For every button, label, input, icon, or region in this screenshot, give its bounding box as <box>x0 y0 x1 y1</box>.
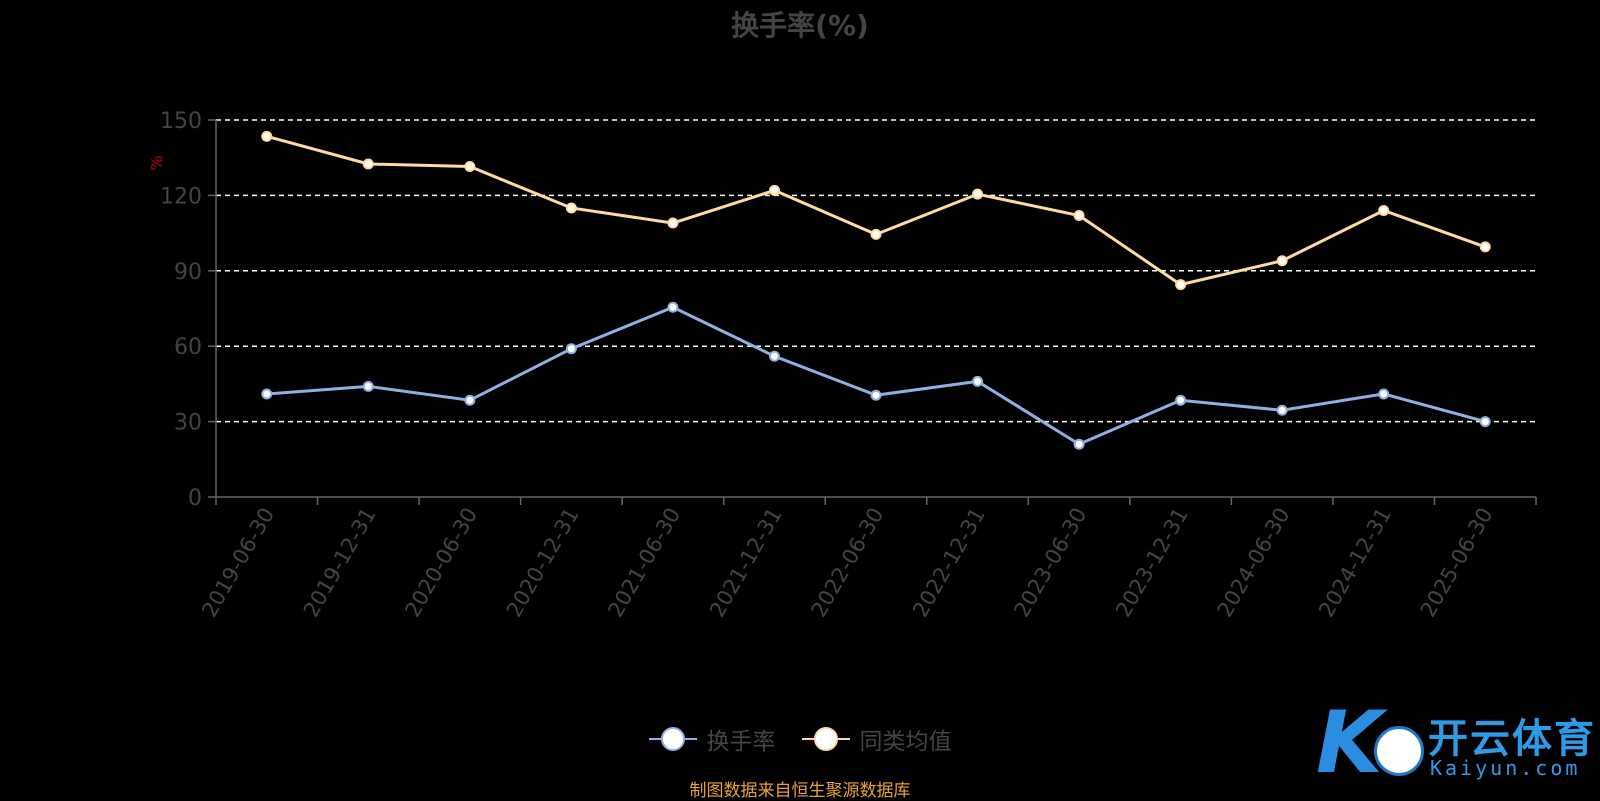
data-source-note: 制图数据来自恒生聚源数据库 <box>689 781 911 801</box>
data-point <box>1276 255 1288 267</box>
legend-marker-peer-average <box>801 727 850 751</box>
data-point <box>1073 438 1085 450</box>
data-point <box>565 343 577 355</box>
legend-item-turnover[interactable]: 换手率 <box>648 722 776 756</box>
data-point <box>261 388 273 400</box>
data-point <box>768 184 780 196</box>
data-point <box>1378 388 1390 400</box>
data-point <box>362 380 374 392</box>
x-tick-label: 2024-12-31 <box>1314 504 1396 622</box>
data-point <box>972 188 984 200</box>
y-tick-label: 150 <box>160 109 202 134</box>
logo-text-en: Kaiyun.com <box>1430 756 1581 780</box>
x-tick-label: 2020-12-31 <box>502 504 584 622</box>
legend: 换手率 同类均值 <box>0 722 1600 756</box>
data-point <box>1175 394 1187 406</box>
data-point <box>464 160 476 172</box>
legend-item-peer-average[interactable]: 同类均值 <box>801 722 952 756</box>
data-point <box>464 394 476 406</box>
y-tick-label: 90 <box>174 260 202 285</box>
data-point <box>768 350 780 362</box>
data-point <box>1276 404 1288 416</box>
data-point <box>870 228 882 240</box>
y-axis-label: % <box>147 155 166 170</box>
x-tick-label: 2019-12-31 <box>299 504 381 622</box>
data-point <box>1479 416 1491 428</box>
data-point <box>1479 241 1491 253</box>
x-tick-label: 2021-06-30 <box>603 504 685 622</box>
kaiyun-logo: K 开云体育 Kaiyun.com <box>1316 696 1596 796</box>
legend-label-peer-average: 同类均值 <box>859 729 952 755</box>
x-tick-label: 2022-12-31 <box>908 504 990 622</box>
data-point <box>972 375 984 387</box>
x-tick-label: 2024-06-30 <box>1213 504 1295 622</box>
y-tick-label: 30 <box>174 411 202 436</box>
data-point <box>362 158 374 170</box>
x-tick-label: 2025-06-30 <box>1416 504 1498 622</box>
data-point <box>667 301 679 313</box>
logo-k-mark: K <box>1316 693 1383 793</box>
y-tick-label: 120 <box>160 184 202 209</box>
data-point <box>565 202 577 214</box>
data-point <box>261 130 273 142</box>
x-tick-label: 2023-12-31 <box>1111 504 1193 622</box>
data-point <box>1175 279 1187 291</box>
data-point <box>667 217 679 229</box>
x-tick-label: 2021-12-31 <box>705 504 787 622</box>
legend-label-turnover: 换手率 <box>706 729 776 755</box>
y-tick-label: 60 <box>174 335 202 360</box>
series-line-2 <box>266 134 1486 287</box>
x-tick-label: 2020-06-30 <box>400 504 482 622</box>
x-tick-label: 2019-06-30 <box>197 504 279 622</box>
logo-text-cn: 开云体育 <box>1428 716 1596 762</box>
x-tick-label: 2022-06-30 <box>807 504 889 622</box>
data-point <box>1073 210 1085 222</box>
series-line-1 <box>266 305 1486 446</box>
data-point <box>1378 204 1390 216</box>
data-point <box>870 389 882 401</box>
chart-title: 换手率(%) <box>731 9 869 42</box>
y-tick-label: 0 <box>188 486 202 511</box>
legend-marker-turnover <box>648 727 697 751</box>
x-tick-label: 2023-06-30 <box>1010 504 1092 622</box>
soccer-ball-icon <box>1374 726 1424 776</box>
